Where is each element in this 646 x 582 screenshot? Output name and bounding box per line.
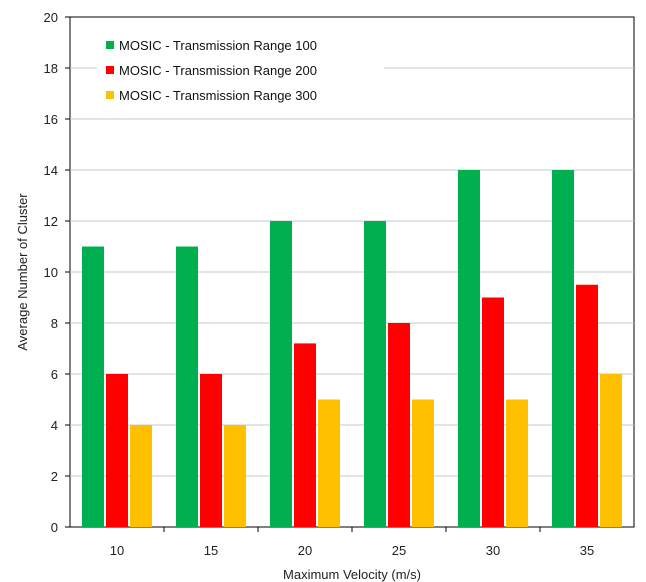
- bar: [506, 399, 528, 527]
- y-tick-label: 10: [44, 265, 58, 280]
- y-tick-labels: 0 2 4 6 8 10 12 14 16 18 20: [44, 10, 70, 535]
- x-tick-labels: 10 15 20 25 30 35: [110, 527, 594, 558]
- bar: [82, 246, 104, 527]
- bar: [294, 343, 316, 527]
- legend-box: [97, 30, 384, 110]
- y-tick-label: 12: [44, 214, 58, 229]
- y-tick-label: 14: [44, 163, 58, 178]
- bar: [200, 374, 222, 527]
- legend-swatch: [106, 66, 114, 74]
- legend-swatch: [106, 91, 114, 99]
- x-tick-label: 30: [486, 543, 500, 558]
- y-tick-label: 18: [44, 61, 58, 76]
- x-tick-label: 35: [580, 543, 594, 558]
- bar: [600, 374, 622, 527]
- legend: MOSIC - Transmission Range 100 MOSIC - Tr…: [97, 30, 384, 110]
- y-tick-label: 4: [51, 418, 58, 433]
- y-tick-label: 6: [51, 367, 58, 382]
- y-tick-label: 20: [44, 10, 58, 25]
- bar: [224, 425, 246, 527]
- bar: [106, 374, 128, 527]
- bar: [130, 425, 152, 527]
- x-tick-label: 20: [298, 543, 312, 558]
- x-axis-label: Maximum Velocity (m/s): [283, 567, 421, 582]
- bar: [552, 170, 574, 527]
- legend-swatch: [106, 41, 114, 49]
- y-tick-label: 2: [51, 469, 58, 484]
- y-tick-label: 16: [44, 112, 58, 127]
- x-tick-label: 15: [204, 543, 218, 558]
- legend-label: MOSIC - Transmission Range 200: [119, 63, 317, 78]
- bar: [576, 284, 598, 527]
- bar: [482, 297, 504, 527]
- y-tick-label: 0: [51, 520, 58, 535]
- legend-label: MOSIC - Transmission Range 100: [119, 38, 317, 53]
- bar: [388, 323, 410, 527]
- x-tick-label: 10: [110, 543, 124, 558]
- bar: [458, 170, 480, 527]
- legend-label: MOSIC - Transmission Range 300: [119, 88, 317, 103]
- y-tick-label: 8: [51, 316, 58, 331]
- bar: [176, 246, 198, 527]
- y-axis-label: Average Number of Cluster: [15, 193, 30, 351]
- bar: [412, 399, 434, 527]
- bar: [318, 399, 340, 527]
- bar: [270, 221, 292, 527]
- bar: [364, 221, 386, 527]
- x-tick-label: 25: [392, 543, 406, 558]
- bars: [82, 170, 622, 527]
